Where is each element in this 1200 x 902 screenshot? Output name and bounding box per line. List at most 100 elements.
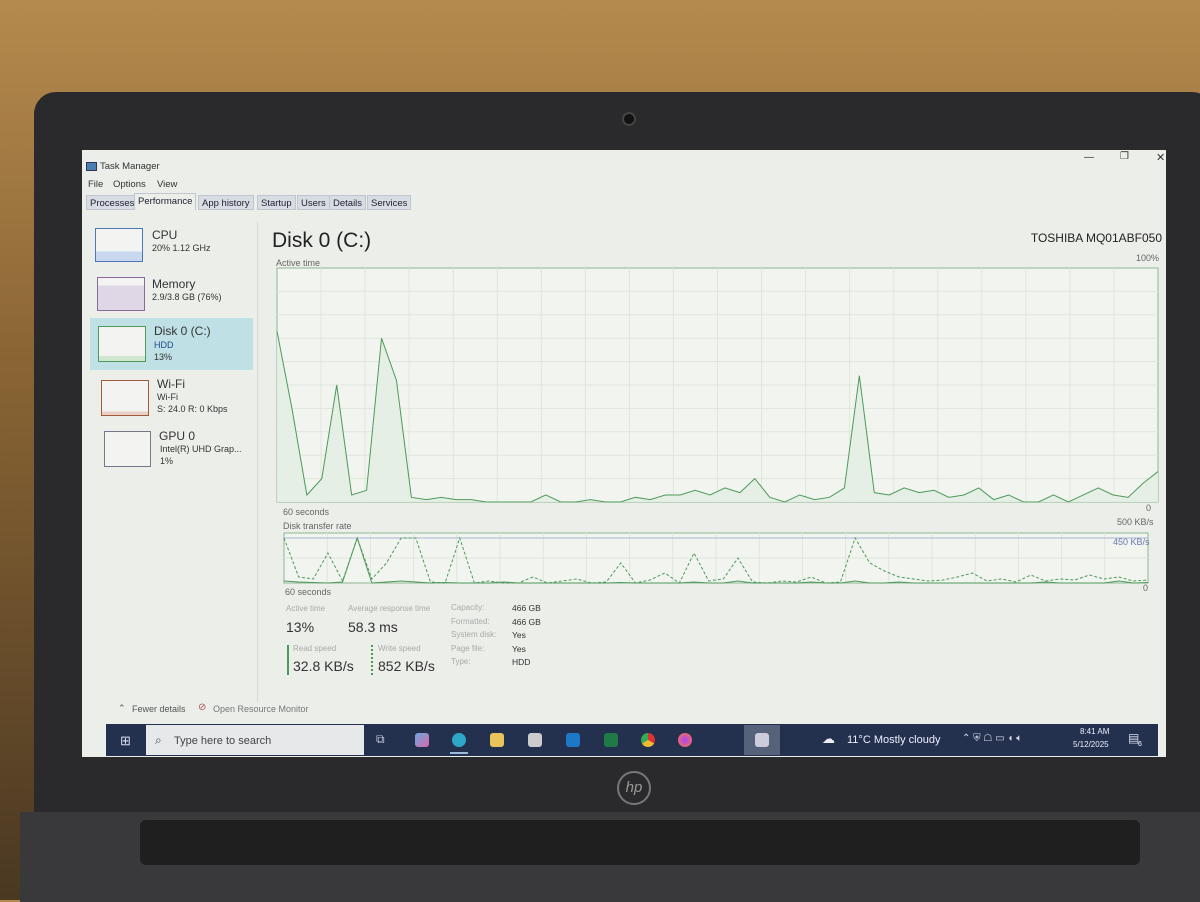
stat-active-value: 13%	[286, 619, 315, 635]
stat-write-value: 852 KB/s	[378, 658, 435, 674]
sidebar-label: Wi-Fi	[157, 377, 185, 391]
firefox-icon[interactable]	[678, 733, 692, 747]
transfer-mark-label: 450 KB/s	[1113, 537, 1150, 547]
disk-thumbnail	[98, 326, 146, 362]
file-explorer-icon[interactable]	[490, 733, 504, 747]
prop-value: Yes	[512, 643, 526, 654]
sidebar-value: 2.9/3.8 GB (76%)	[152, 292, 222, 302]
transfer-rate-label: Disk transfer rate	[283, 521, 352, 531]
sidebar-item-gpu0[interactable]: GPU 0 Intel(R) UHD Grap... 1%	[90, 426, 253, 474]
prop-value: 466 GB	[512, 603, 541, 613]
tab-details[interactable]: Details	[329, 195, 367, 210]
memory-thumbnail	[97, 277, 145, 311]
sidebar-label: Disk 0 (C:)	[154, 324, 211, 338]
cpu-thumbnail	[95, 228, 143, 262]
sidebar-value: Intel(R) UHD Grap...	[160, 444, 242, 454]
tab-services[interactable]: Services	[367, 195, 412, 210]
stat-read-label: Read speed	[293, 644, 337, 653]
stat-avg-value: 58.3 ms	[348, 619, 398, 635]
prop-value: Yes	[512, 630, 526, 640]
fewer-details-link[interactable]: Fewer details	[132, 704, 186, 714]
transfer-min-label: 0	[1143, 583, 1149, 593]
gpu-thumbnail	[104, 431, 151, 467]
edge-icon[interactable]	[452, 733, 466, 747]
sidebar-item-cpu[interactable]: CPU 20% 1.12 GHz	[90, 222, 253, 268]
maximize-button[interactable]: ❐	[1120, 151, 1129, 162]
prop-label: Formatted:	[451, 616, 490, 626]
active-time-chart	[276, 267, 1159, 503]
excel-icon[interactable]	[604, 733, 618, 747]
sidebar-value: Wi-Fi	[157, 392, 178, 402]
page-title: Disk 0 (C:)	[272, 229, 372, 252]
tab-processes[interactable]: Processes	[86, 195, 139, 210]
disk-model: TOSHIBA MQ01ABF050	[1030, 231, 1162, 245]
sidebar-divider	[257, 222, 258, 702]
sidebar-item-memory[interactable]: Memory 2.9/3.8 GB (76%)	[90, 272, 253, 318]
transfer-rate-chart	[283, 532, 1149, 584]
active-time-line	[276, 331, 1159, 503]
wifi-thumbnail	[101, 380, 149, 416]
stat-read-value: 32.8 KB/s	[293, 658, 354, 674]
webcam	[622, 112, 636, 126]
clock-time[interactable]: 8:41 AM	[1080, 727, 1110, 736]
laptop-hinge	[140, 820, 1140, 865]
transfer-seconds-label: 60 seconds	[285, 587, 332, 597]
hp-logo: hp	[617, 771, 651, 805]
active-time-label: Active time	[276, 258, 321, 268]
prop-label: Capacity:	[451, 603, 485, 612]
menu-view[interactable]: View	[157, 179, 178, 190]
close-button[interactable]: ✕	[1156, 152, 1166, 164]
sidebar-label: Memory	[152, 277, 196, 291]
copilot-icon[interactable]	[415, 733, 429, 747]
open-resource-monitor-link[interactable]: Open Resource Monitor	[213, 704, 309, 714]
prop-label: Type:	[451, 657, 471, 666]
transfer-max-label: 500 KB/s	[1117, 517, 1154, 527]
sidebar-item-disk0[interactable]: Disk 0 (C:) HDD 13%	[90, 318, 253, 370]
prop-value: 466 GB	[512, 616, 541, 627]
stat-active-label: Active time	[286, 604, 326, 613]
search-box[interactable]	[146, 725, 364, 755]
chevron-up-icon[interactable]: ⌃	[118, 703, 126, 713]
weather-icon: ☁	[822, 731, 835, 746]
clock-date[interactable]: 5/12/2025	[1073, 740, 1109, 749]
sidebar-value: 13%	[154, 352, 173, 362]
active-indicator	[450, 752, 468, 754]
sidebar-label: CPU	[152, 228, 178, 242]
search-icon: ⌕	[155, 733, 162, 747]
sidebar-label: GPU 0	[159, 429, 196, 443]
menu-options[interactable]: Options	[113, 179, 146, 190]
read-speed-line	[283, 536, 1149, 584]
tab-performance[interactable]: Performance	[134, 193, 197, 210]
weather-text[interactable]: 11°C Mostly cloudy	[847, 734, 941, 746]
prop-label: Page file:	[451, 643, 485, 653]
resource-monitor-icon: ⊘	[198, 702, 207, 713]
task-manager-icon	[755, 733, 769, 747]
sidebar-item-wifi[interactable]: Wi-Fi Wi-Fi S: 24.0 R: 0 Kbps	[90, 374, 253, 422]
tab-app-history[interactable]: App history	[198, 195, 254, 210]
store-icon[interactable]	[528, 733, 542, 747]
menu-file[interactable]: File	[88, 179, 104, 190]
write-speed-line	[283, 536, 1149, 584]
search-input[interactable]: Type here to search	[174, 735, 272, 747]
task-manager-icon	[86, 162, 97, 171]
minimize-button[interactable]: —	[1084, 152, 1094, 163]
outlook-icon[interactable]	[566, 733, 580, 747]
tab-startup[interactable]: Startup	[257, 195, 296, 210]
sidebar-value: S: 24.0 R: 0 Kbps	[157, 404, 228, 414]
task-view-icon[interactable]: ⧉	[376, 732, 385, 746]
start-button[interactable]: ⊞	[120, 733, 131, 748]
active-min-label: 0	[1146, 503, 1152, 513]
chrome-icon[interactable]	[641, 733, 655, 747]
sidebar-value: HDD	[154, 340, 174, 350]
active-seconds-label: 60 seconds	[283, 507, 330, 517]
window-title: Task Manager	[100, 161, 160, 172]
tray-icons[interactable]: ⌃ ⛨ ☖ ▭ ◖ 🔈︎	[962, 733, 1023, 744]
write-legend-line	[371, 645, 373, 675]
tab-users[interactable]: Users	[297, 195, 330, 210]
active-max-label: 100%	[1135, 253, 1159, 263]
prop-value: HDD	[512, 657, 531, 667]
sidebar-value: 1%	[160, 456, 174, 466]
sidebar-value: 20% 1.12 GHz	[152, 243, 211, 253]
notification-count: 6	[1138, 741, 1142, 748]
notifications-icon[interactable]: ▤	[1128, 731, 1140, 745]
